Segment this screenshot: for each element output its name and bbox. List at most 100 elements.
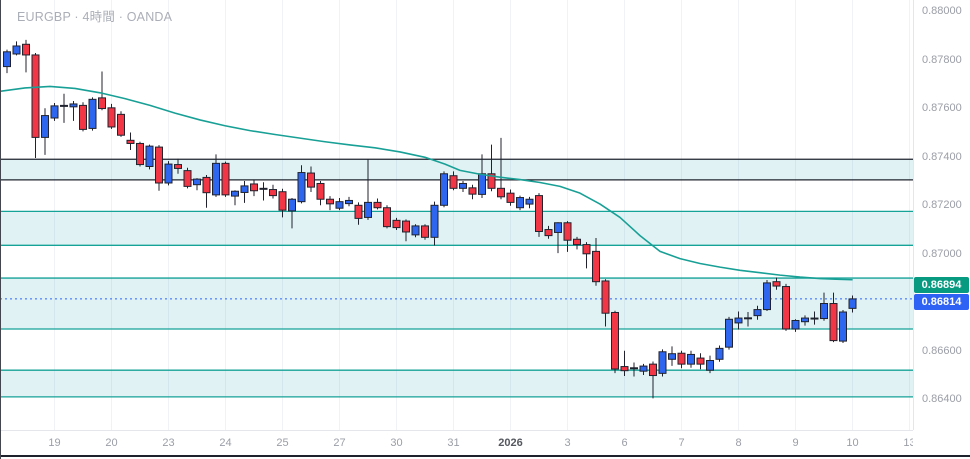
time-axis-label: 7 [678,437,685,449]
candle-down [174,164,182,169]
candle-down [468,187,477,195]
candle-up [839,311,847,342]
candle-up [193,178,201,186]
candle-down [31,54,40,138]
candle-down [98,97,106,110]
candle-down [107,107,116,128]
candle-down [307,172,315,188]
window-bottom-edge [0,455,970,457]
candle-up [364,201,372,218]
candle-down [421,225,429,238]
time-axis-label: 30 [390,437,403,449]
candle-up [3,51,11,68]
candle-down [402,220,410,233]
last-price-badge: 0.86814 [914,294,969,310]
candle-down [117,113,125,136]
candle-down [449,175,458,189]
candle-up [459,182,467,189]
candle-down [250,183,258,192]
price-axis-label: 0.87600 [922,102,962,115]
candle-down [126,139,135,144]
candle-down [326,198,334,205]
candle-up [668,353,676,360]
candle-up [801,317,809,323]
price-axis[interactable]: 0.88000 0.87800 0.87600 0.87400 0.87200 0.870… [913,0,970,430]
candle-up [658,351,667,374]
candle-down [269,189,277,197]
candle-up [744,317,752,320]
candle-down [202,176,211,194]
candle-up [687,353,695,365]
candle-down [155,146,163,184]
time-axis-label: 20 [105,437,118,449]
time-axis-label: 13 [903,437,913,449]
candle-down [810,317,819,320]
candle-down [354,204,363,219]
candle-down [316,182,325,200]
candle-down [79,104,87,130]
candle-up [335,201,344,209]
candle-up [440,173,448,206]
candle-up [848,298,857,309]
candle-up [791,319,800,330]
candle-up [88,98,97,129]
price-axis-label: 0.86600 [922,344,962,357]
window-left-edge [0,0,1,459]
time-axis-label: 6 [621,437,628,449]
price-axis-label: 0.87200 [922,199,962,212]
candle-up [753,309,762,317]
candle-up [478,173,486,195]
price-axis-label: 0.87400 [922,150,962,163]
time-axis-label: 3 [564,437,571,449]
candle-up [430,204,439,238]
candle-down [611,311,619,370]
time-axis-label: 27 [333,437,346,449]
candle-down [487,173,496,189]
candle-down [829,303,838,342]
candle-up [212,162,220,196]
candle-up [763,282,771,311]
candle-up [706,360,714,371]
candle-down [696,357,705,365]
candle-up [164,163,173,184]
candle-down [392,219,401,229]
candle-up [639,365,648,372]
candle-down [544,229,553,237]
candle-up [715,347,724,360]
time-axis-label: 8 [735,437,742,449]
candle-down [677,352,686,365]
candle-down [278,191,287,211]
candle-up [820,303,828,320]
candle-down [535,195,543,232]
price-axis-label: 0.88000 [922,5,962,18]
price-axis-label: 0.86400 [922,393,962,406]
time-axis-label: 23 [162,437,175,449]
candle-down [563,222,572,241]
symbol-title: EURGBP · 4時間 · OANDA [17,10,173,24]
candle-down [592,250,600,283]
candle-up [240,185,249,193]
time-axis-label: 9 [792,437,799,449]
candle-up [288,198,296,212]
price-axis-label: 0.87800 [922,53,962,66]
price-zone [0,278,913,329]
candle-down [601,280,610,314]
time-axis-label: 19 [48,437,61,449]
time-axis-label: 31 [447,437,460,449]
candle-up [725,318,733,348]
candle-up [411,225,420,236]
axis-corner [913,430,970,456]
candle-down [506,192,515,203]
candle-up [516,197,524,209]
candle-down [221,162,230,196]
candle-up [145,145,154,168]
candle-down [183,170,192,187]
candle-down [772,281,781,287]
moving-average-line [0,85,853,281]
price-zone [0,370,913,397]
candle-down [782,286,790,330]
time-axis[interactable]: 19 20 23 24 25 27 30 31 2026 3 6 7 8 9 10 13 [0,430,913,457]
candle-down [259,187,268,190]
